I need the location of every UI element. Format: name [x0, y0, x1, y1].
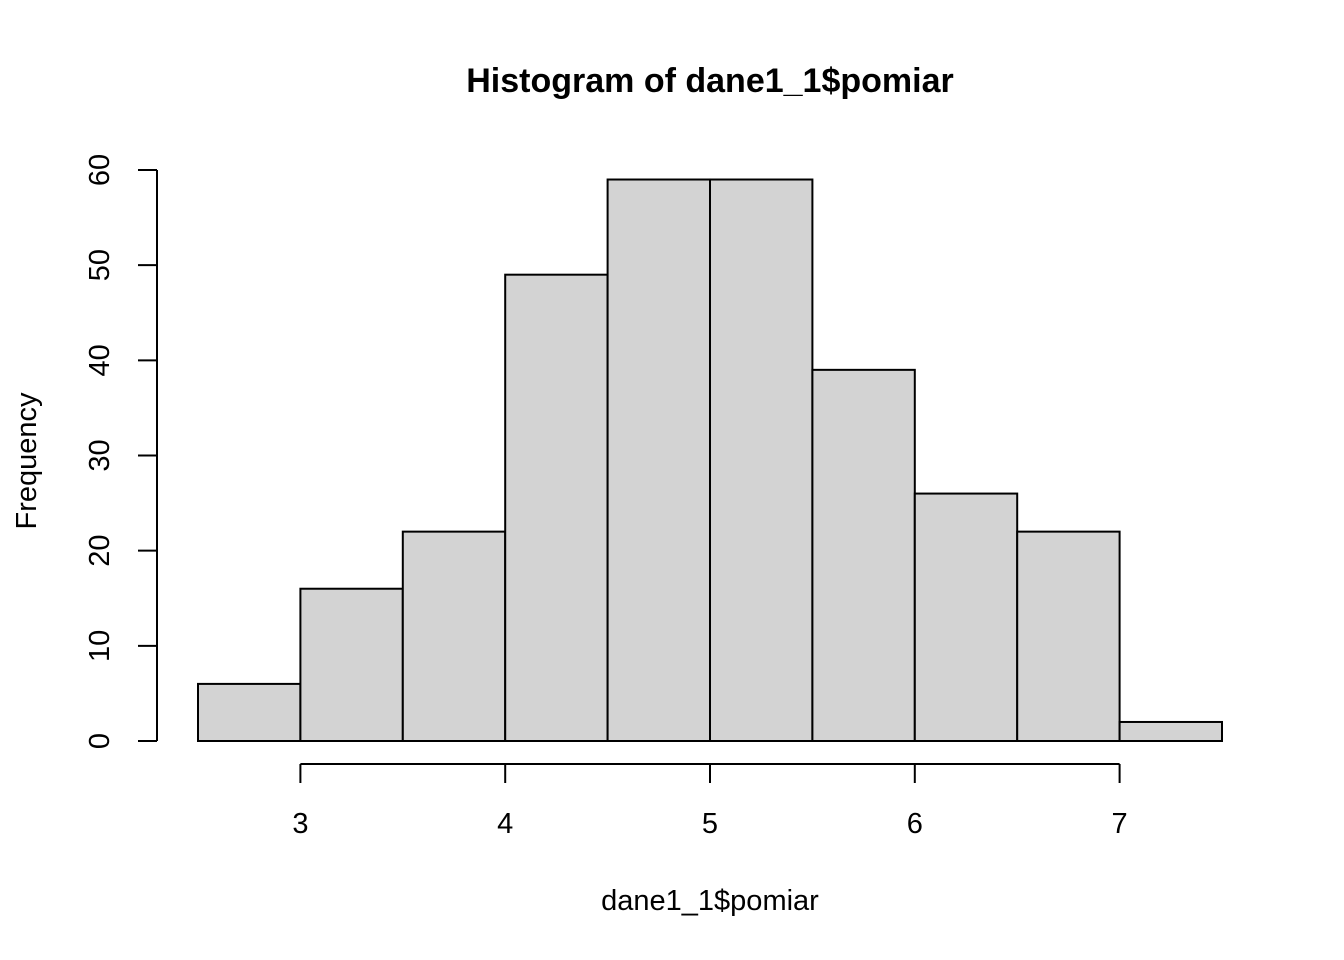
chart-title: Histogram of dane1_1$pomiar: [466, 62, 953, 100]
y-tick-label: 50: [84, 249, 116, 281]
y-tick-label: 40: [84, 344, 116, 376]
x-tick-label: 7: [1112, 808, 1128, 840]
y-tick-label: 0: [84, 733, 116, 749]
histogram-bar-1: [197, 682, 302, 743]
histogram-bar-9: [1016, 530, 1121, 743]
histogram-bar-7: [811, 368, 916, 742]
y-axis-label: Frequency: [11, 392, 43, 530]
histogram-bar-5: [606, 178, 711, 742]
x-axis-label: dane1_1$pomiar: [601, 885, 819, 917]
histogram-bar-10: [1118, 720, 1223, 743]
y-tick-label: 10: [84, 630, 116, 662]
x-tick-label: 4: [497, 808, 513, 840]
y-tick-label: 20: [84, 535, 116, 567]
histogram-bar-2: [299, 587, 404, 742]
histogram-bar-8: [913, 492, 1019, 743]
x-axis: 3 4 5 6 7: [292, 763, 1128, 840]
y-tick-label: 30: [84, 439, 116, 471]
histogram-bar-6: [709, 178, 814, 742]
x-tick-label: 6: [907, 808, 923, 840]
histogram-bar-4: [504, 273, 609, 742]
y-axis: 0 10 20 30 40 50 60: [84, 154, 158, 749]
bars: [197, 178, 1223, 743]
y-tick-label: 60: [84, 154, 116, 186]
histogram-bar-3: [401, 530, 507, 743]
x-tick-label: 5: [702, 808, 718, 840]
x-tick-label: 3: [292, 808, 308, 840]
